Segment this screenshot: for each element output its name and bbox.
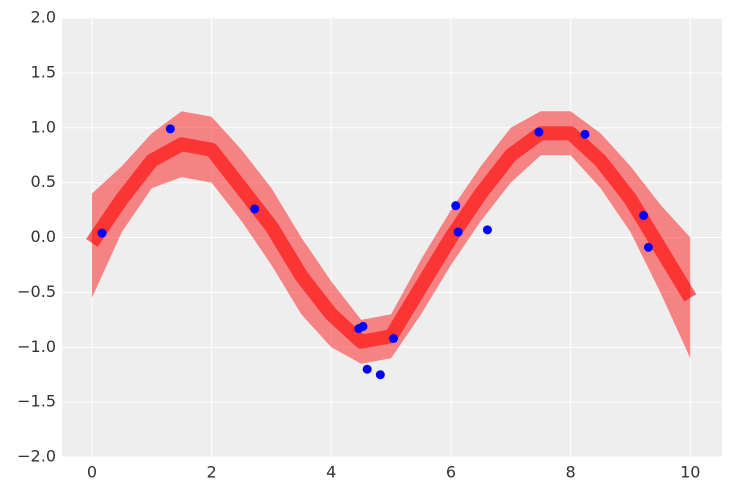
y-tick-label: 2.0 — [31, 8, 56, 27]
y-tick-label: −1.5 — [17, 392, 56, 411]
y-tick-label: 1.0 — [31, 117, 56, 136]
y-tick-label: 0.0 — [31, 227, 56, 246]
point — [643, 242, 653, 252]
x-tick-label: 10 — [680, 463, 700, 482]
point — [358, 321, 368, 331]
y-tick-label: −2.0 — [17, 447, 56, 466]
point — [451, 201, 461, 211]
point — [453, 227, 463, 237]
sample-band — [91, 111, 691, 364]
point — [165, 124, 175, 134]
x-tick-label: 4 — [326, 463, 336, 482]
x-tick-label: 2 — [206, 463, 216, 482]
y-tick-label: −0.5 — [17, 282, 56, 301]
point — [482, 225, 492, 235]
point — [97, 228, 107, 238]
point — [639, 211, 649, 221]
x-tick-label: 0 — [87, 463, 97, 482]
x-tick-label: 8 — [566, 463, 576, 482]
point — [362, 364, 372, 374]
point — [534, 127, 544, 137]
point — [250, 204, 260, 214]
point — [375, 370, 385, 380]
point — [388, 333, 398, 343]
y-tick-label: 1.5 — [31, 62, 56, 81]
x-tick-label: 6 — [446, 463, 456, 482]
y-tick-label: 0.5 — [31, 172, 56, 191]
y-tick-label: −1.0 — [17, 337, 56, 356]
point — [580, 129, 590, 139]
